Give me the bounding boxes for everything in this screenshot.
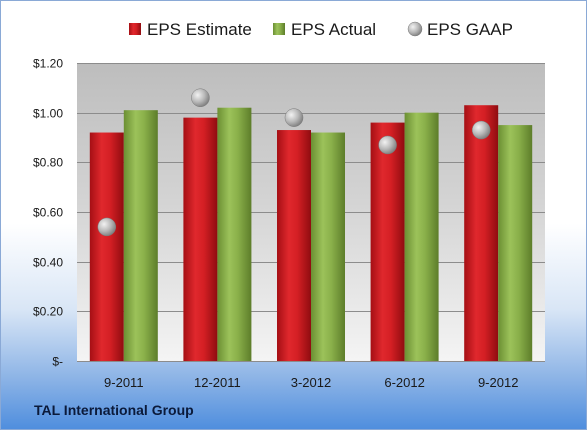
legend-swatch-gaap: [407, 21, 423, 37]
bars: [89, 105, 533, 362]
y-tick-label: $0.20: [33, 305, 63, 319]
actual-bar: [498, 125, 533, 361]
y-tick-label: $0.40: [33, 256, 63, 270]
x-tick-label: 12-2011: [194, 375, 241, 390]
x-tick-label: 6-2012: [384, 375, 424, 390]
legend-label: EPS Estimate: [147, 20, 252, 39]
actual-bar: [311, 132, 345, 361]
company-name: TAL International Group: [34, 402, 194, 418]
legend-label: EPS Actual: [291, 20, 376, 39]
gaap-markers: [97, 88, 491, 237]
actual-bar: [217, 107, 252, 361]
y-axis-ticks: $- $0.20 $0.40 $0.60 $0.80 $1.00 $1.20: [33, 57, 63, 369]
gaap-marker: [284, 108, 304, 127]
legend-swatch-estimate: [129, 23, 141, 35]
legend-label: EPS GAAP: [427, 20, 513, 39]
estimate-bar: [464, 105, 499, 361]
estimate-bar: [89, 132, 124, 361]
gaap-marker: [191, 88, 210, 108]
gaap-marker: [378, 135, 397, 155]
x-tick-label: 9-2011: [104, 375, 144, 390]
estimate-bar: [183, 117, 218, 361]
x-tick-label: 3-2012: [291, 375, 331, 390]
y-tick-label: $1.20: [33, 57, 63, 71]
gaap-marker: [97, 217, 117, 237]
x-tick-label: 9-2012: [478, 375, 518, 390]
x-axis-ticks: 9-2011 12-2011 3-2012 6-2012 9-2012: [104, 375, 518, 390]
y-tick-label: $0.60: [33, 206, 63, 220]
estimate-bar: [370, 122, 405, 361]
estimate-bar: [277, 130, 311, 361]
actual-bar: [404, 112, 439, 362]
y-tick-label: $0.80: [33, 156, 63, 170]
y-tick-label: $1.00: [33, 107, 63, 121]
actual-bar: [123, 110, 158, 361]
gaap-marker: [471, 120, 491, 140]
legend: EPS Estimate EPS Actual EPS GAAP: [129, 20, 513, 39]
y-tick-label: $-: [52, 355, 63, 369]
legend-swatch-actual: [273, 23, 285, 35]
